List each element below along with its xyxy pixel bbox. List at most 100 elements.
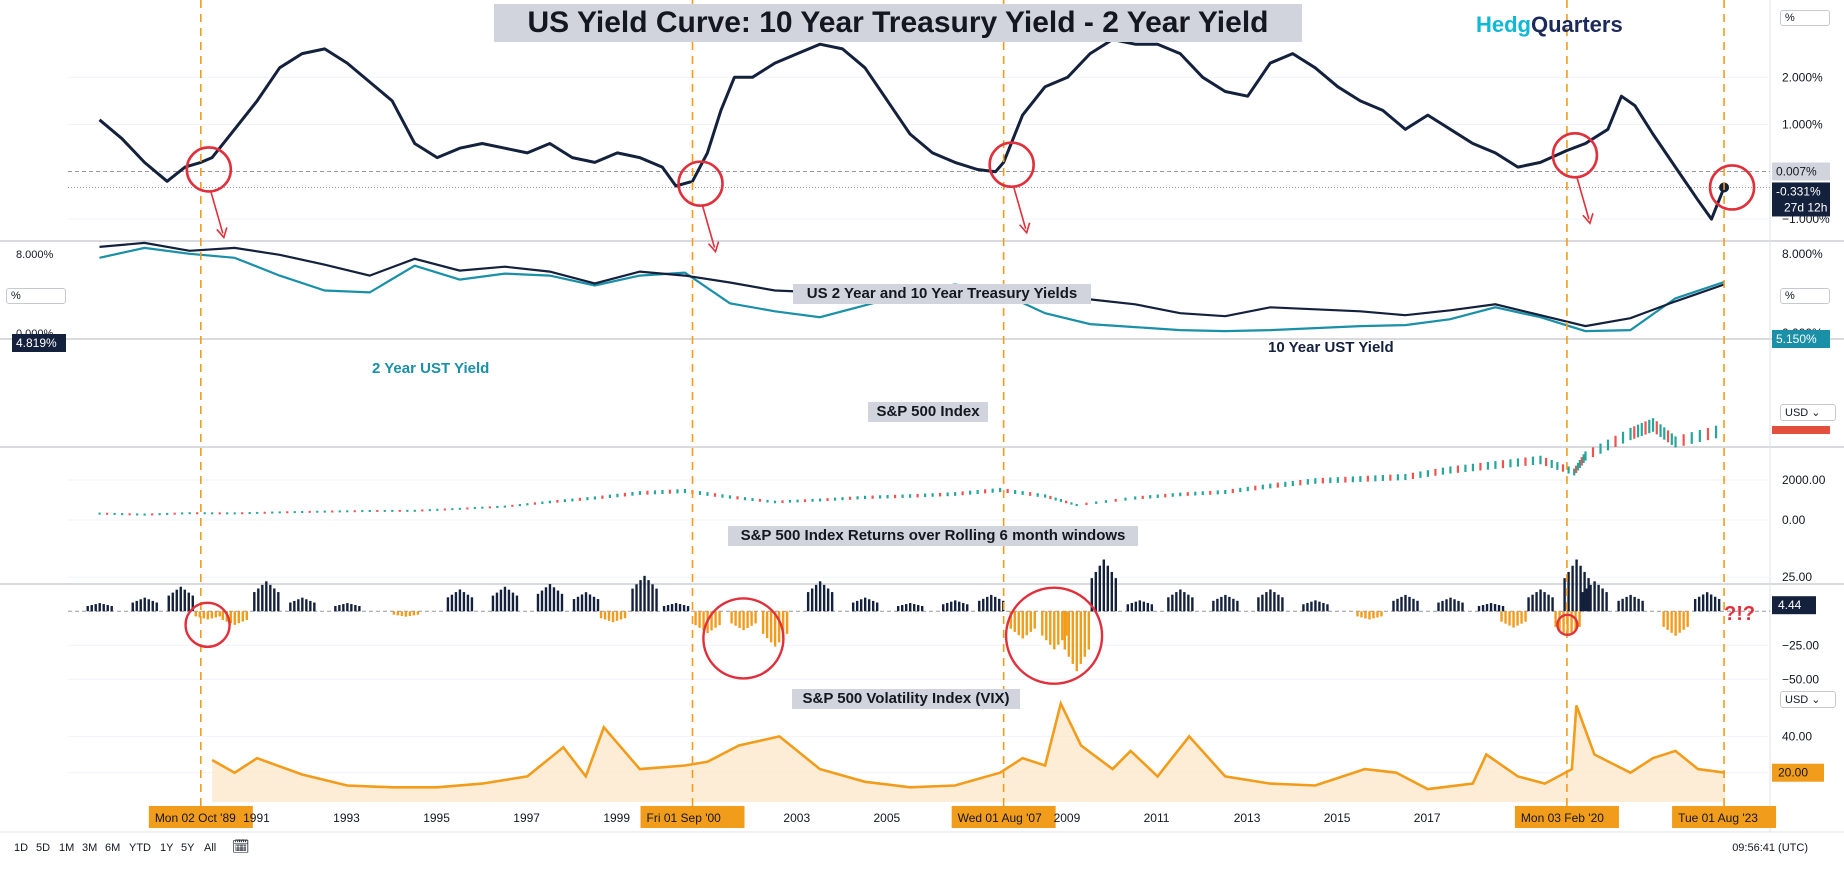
return-bar xyxy=(135,600,138,612)
return-bar xyxy=(206,611,209,620)
pane2-title: US 2 Year and 10 Year Treasury Yields xyxy=(793,284,1091,304)
sp500-candle xyxy=(1516,458,1520,467)
sp500-candle xyxy=(1036,493,1039,497)
x-tick-label: 2013 xyxy=(1234,811,1261,825)
return-bar xyxy=(666,605,670,612)
chevron-down-icon: ⌄ xyxy=(1811,694,1821,706)
sp500-candle xyxy=(503,505,506,508)
return-bar xyxy=(1701,594,1705,612)
sp500-candle xyxy=(1389,474,1392,481)
return-bar xyxy=(1265,592,1268,612)
sp500-candle xyxy=(848,496,852,500)
return-bar xyxy=(167,595,170,612)
x-tick-label: 2005 xyxy=(873,811,900,825)
return-bar xyxy=(694,611,697,626)
sp500-candle xyxy=(1501,460,1505,469)
return-bar xyxy=(769,611,773,643)
timeframe-ytd[interactable]: YTD xyxy=(129,842,151,854)
timeframe-all[interactable]: All xyxy=(204,842,217,854)
return-bar xyxy=(237,611,240,624)
timeframe-1m[interactable]: 1M xyxy=(59,842,75,854)
return-bar xyxy=(822,584,826,612)
return-bar xyxy=(1075,611,1078,672)
return-bar xyxy=(450,594,454,612)
timeframe-1y[interactable]: 1Y xyxy=(160,842,174,854)
sp500-candle xyxy=(563,499,566,503)
sp500-candle xyxy=(443,508,446,511)
timeframe-5d[interactable]: 5D xyxy=(36,842,51,854)
sp500-candle xyxy=(788,500,792,503)
return-bar xyxy=(830,592,834,612)
sp500-candle xyxy=(1690,432,1693,444)
return-bar xyxy=(859,599,863,612)
sp500-candle xyxy=(586,497,589,501)
sp500-candle xyxy=(578,497,582,501)
sp500-candle xyxy=(698,491,702,495)
sp500-candle xyxy=(1329,477,1332,484)
return-bar xyxy=(540,590,544,612)
return-bar xyxy=(1318,601,1321,612)
sp500-candle xyxy=(188,512,191,515)
sp500-candle xyxy=(436,508,439,511)
value-box-left-text: 4.819% xyxy=(16,336,57,350)
return-bar xyxy=(1224,594,1227,612)
sp500-candle xyxy=(1306,479,1309,485)
sp500-candle xyxy=(976,490,979,494)
return-bar xyxy=(1065,611,1068,636)
sp500-candle xyxy=(1434,468,1437,476)
return-bar xyxy=(1493,604,1497,612)
sp500-candle xyxy=(736,496,739,500)
timeframe-3m[interactable]: 3M xyxy=(82,842,98,854)
return-bar xyxy=(761,611,765,634)
sp500-candle xyxy=(248,512,251,515)
return-bar xyxy=(1697,596,1701,612)
pane1-unit-box[interactable]: % xyxy=(1780,10,1830,26)
event-date-label: Fri 01 Sep '00 xyxy=(647,811,722,825)
pane5-title: S&P 500 Volatility Index (VIX) xyxy=(792,689,1020,709)
sp500-candle xyxy=(518,504,521,507)
sp500-candle xyxy=(954,492,957,496)
return-bar xyxy=(179,586,182,612)
return-bar xyxy=(1539,589,1542,612)
arrow-head xyxy=(707,241,720,254)
return-bar xyxy=(990,594,993,612)
sp500-candle xyxy=(1575,465,1578,473)
return-bar xyxy=(187,592,190,612)
sp500-candle xyxy=(203,512,206,515)
return-bar xyxy=(1232,598,1235,612)
return-bar xyxy=(354,605,357,612)
sp500-candle xyxy=(728,495,732,499)
pane5-currency-select[interactable]: USD ⌄ xyxy=(1780,691,1836,708)
return-bar xyxy=(1187,594,1190,612)
sp500-candle xyxy=(1085,502,1088,505)
highlight-circle xyxy=(677,160,724,207)
return-bar xyxy=(106,605,109,612)
calendar-icon[interactable]: 🗓 xyxy=(232,838,250,854)
return-bar xyxy=(851,602,855,612)
return-bar xyxy=(982,598,985,612)
y-tick-label: 25.00 xyxy=(1782,570,1812,584)
sp500-candle xyxy=(1156,494,1159,498)
sp500-candle xyxy=(1509,459,1512,468)
return-bar xyxy=(1326,604,1329,612)
timeframe-5y[interactable]: 5Y xyxy=(181,842,195,854)
return-bar xyxy=(1102,559,1106,612)
sp500-candle xyxy=(1578,460,1581,468)
value-box-right xyxy=(1772,330,1830,348)
return-bar xyxy=(1500,611,1503,622)
pane2-unit-box-left[interactable]: % xyxy=(6,288,66,304)
sp500-candle xyxy=(1216,490,1219,495)
timeframe-6m[interactable]: 6M xyxy=(105,842,121,854)
return-bar xyxy=(218,611,221,617)
highlight-circle xyxy=(988,141,1035,189)
return-bar xyxy=(904,604,908,612)
return-bar xyxy=(245,611,248,620)
pane2-unit-box-right[interactable]: % xyxy=(1780,288,1830,304)
return-bar xyxy=(615,611,619,621)
timeframe-1d[interactable]: 1D xyxy=(14,842,29,854)
return-bar xyxy=(1273,592,1276,612)
pane3-currency-select[interactable]: USD ⌄ xyxy=(1780,404,1836,421)
return-bar xyxy=(257,588,260,612)
return-bar xyxy=(714,611,717,628)
